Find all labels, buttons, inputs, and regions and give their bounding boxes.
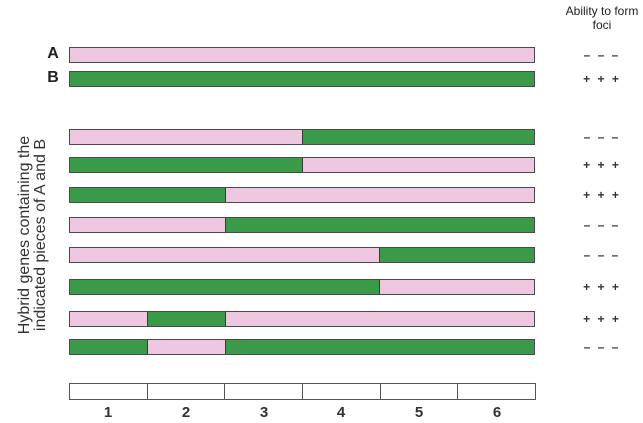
hybrid-foci-8: – – – [583,340,621,354]
segment-from-gene-a [70,248,380,262]
hybrid-bar-8 [69,339,535,355]
segment-number-3: 3 [259,404,269,421]
ruler-segment [146,384,225,399]
segment-from-gene-a [224,312,534,326]
segment-from-gene-a [379,280,534,294]
segment-number-2: 2 [181,404,191,421]
segment-from-gene-b [70,188,225,202]
gene-b-bar [69,71,535,87]
axis-label-line-2: indicated pieces of A and B [32,138,49,332]
segment-from-gene-b [70,158,302,172]
segment-from-gene-a [147,340,225,354]
axis-label-line-1: Hybrid genes containing the [16,135,33,335]
header-line-1: Ability to form [565,4,639,18]
hybrid-bar-5 [69,247,535,263]
gene-a-bar [69,47,535,63]
segment-from-gene-b [147,312,225,326]
hybrid-bar-6 [69,279,535,295]
ruler-segment [302,384,380,399]
segment-from-gene-b [302,130,534,144]
hybrid-foci-5: – – – [583,248,621,262]
segment-number-4: 4 [336,404,346,421]
segment-from-gene-b [379,248,534,262]
segment-from-gene-b [70,72,534,86]
ruler-segment [379,384,458,399]
hybrid-foci-2: + + + [583,158,621,172]
gene-b-label: B [47,69,59,86]
segment-from-gene-b [224,340,534,354]
segment-from-gene-b [224,218,534,232]
segment-from-gene-b [70,340,148,354]
segment-from-gene-a [70,48,534,62]
hybrid-bar-3 [69,187,535,203]
segment-ruler [69,383,536,400]
segment-from-gene-a [70,312,148,326]
segment-from-gene-a [302,158,534,172]
hybrid-foci-4: – – – [583,218,621,232]
ruler-segment [224,384,302,399]
hybrid-genes-axis-label: Hybrid genes containing the indicated pi… [16,110,49,360]
hybrid-foci-3: + + + [583,188,621,202]
hybrid-bar-7 [69,311,535,327]
segment-number-1: 1 [103,404,113,421]
segment-from-gene-a [70,130,302,144]
segment-number-6: 6 [492,404,502,421]
hybrid-foci-1: – – – [583,130,621,144]
gene-a-label: A [47,45,59,62]
segment-from-gene-a [70,218,225,232]
gene-a-foci: – – – [583,48,621,62]
hybrid-bar-4 [69,217,535,233]
segment-from-gene-a [224,188,534,202]
segment-number-5: 5 [414,404,424,421]
foci-column-header: Ability to form foci [556,4,643,32]
ruler-segment [457,384,535,399]
segment-from-gene-b [70,280,380,294]
ruler-segment [70,384,147,399]
hybrid-foci-6: + + + [583,280,621,294]
hybrid-bar-2 [69,157,535,173]
gene-b-foci: + + + [583,72,621,86]
hybrid-foci-7: + + + [583,312,621,326]
hybrid-bar-1 [69,129,535,145]
header-line-2: foci [592,18,612,32]
